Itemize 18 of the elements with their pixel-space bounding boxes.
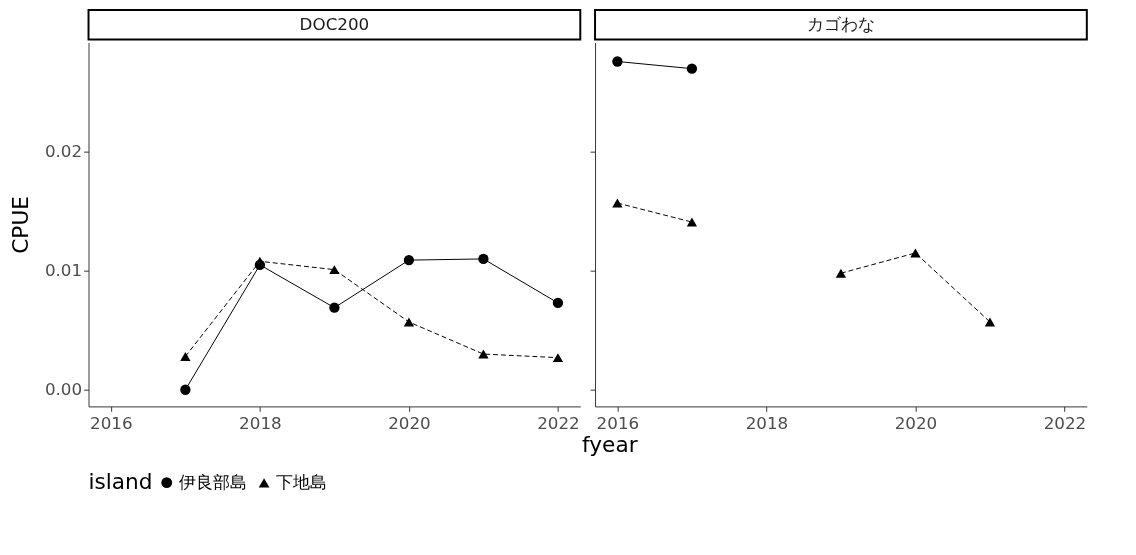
y-tick-label: 0.00: [44, 379, 83, 400]
x-tick-label: 2018: [745, 412, 789, 433]
y-tick-label: 0.02: [44, 141, 83, 162]
legend-label: 伊良部島: [179, 471, 248, 492]
chart-title: DOC200: [299, 13, 370, 34]
y-axis-title: CPUE: [8, 196, 34, 254]
x-tick-label: 2016: [596, 412, 640, 433]
x-tick-label: 2020: [388, 412, 431, 433]
legend-label: 下地島: [276, 471, 328, 492]
legend-title: island: [88, 469, 153, 495]
x-tick-label: 2020: [894, 412, 938, 433]
x-axis-title: fyear: [582, 431, 638, 457]
x-tick-label: 2022: [1043, 412, 1087, 433]
x-tick-label: 2016: [90, 412, 133, 433]
x-tick-label: 2018: [239, 412, 282, 433]
chart-title: カゴわな: [806, 13, 875, 34]
x-tick-label: 2022: [537, 412, 580, 433]
y-tick-label: 0.01: [44, 260, 83, 281]
